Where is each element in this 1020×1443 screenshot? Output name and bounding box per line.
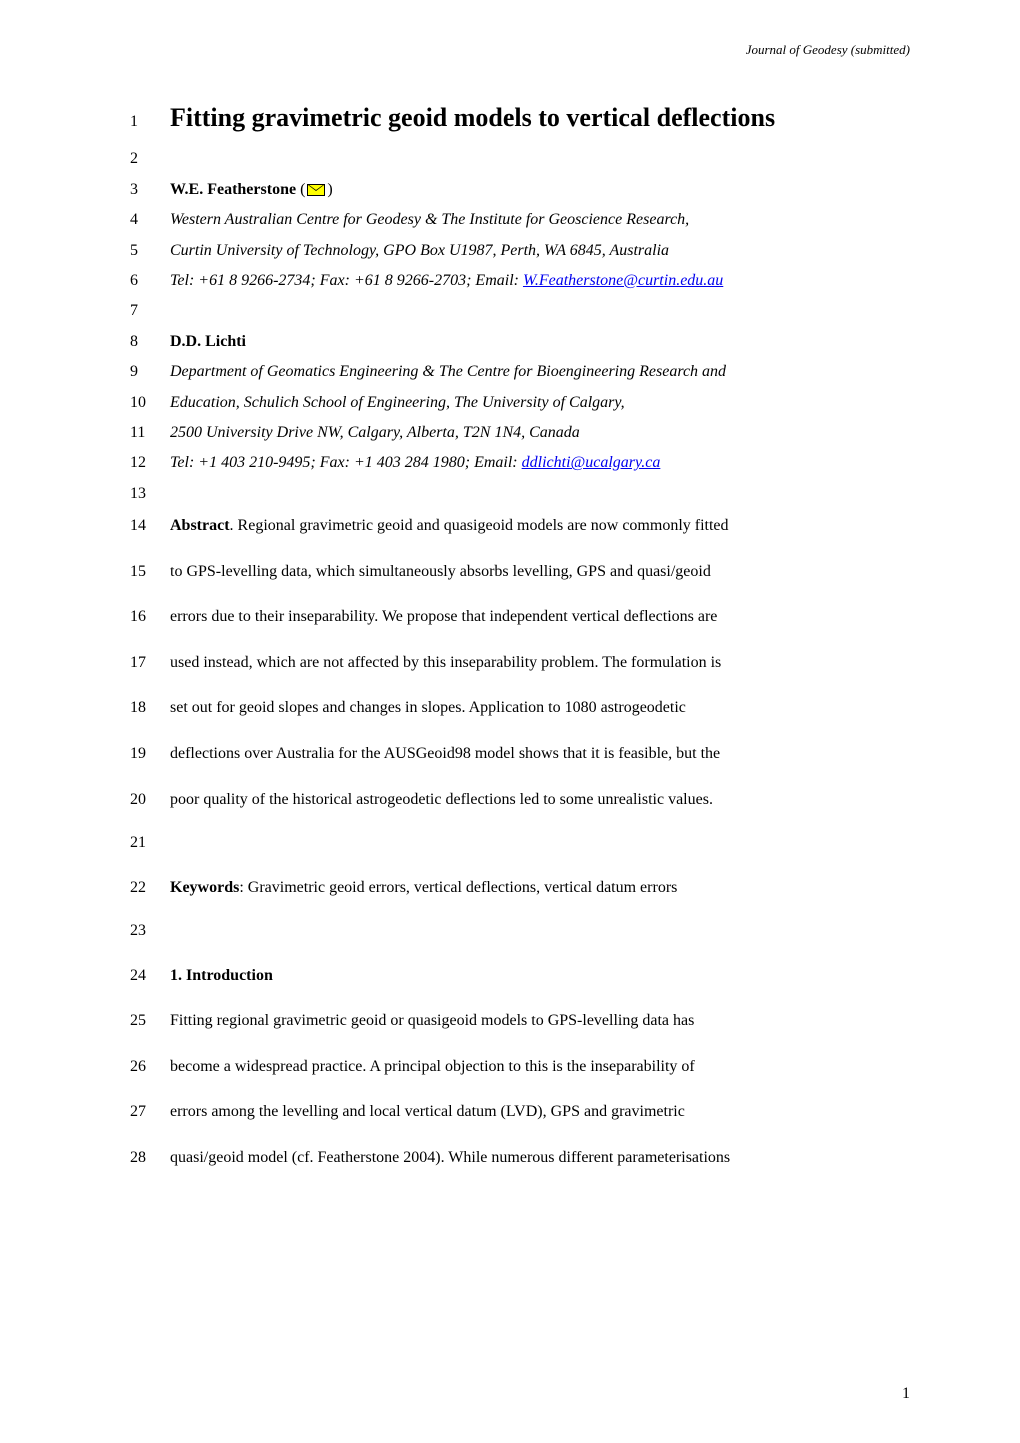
line-number: 18 bbox=[130, 699, 170, 717]
author2-affiliation3: 2500 University Drive NW, Calgary, Alber… bbox=[170, 422, 910, 444]
author1-contact-line: 6 Tel: +61 8 9266-2734; Fax: +61 8 9266-… bbox=[130, 270, 910, 292]
author2-contact: Tel: +1 403 210-9495; Fax: +1 403 284 19… bbox=[170, 452, 910, 474]
blank bbox=[170, 148, 910, 170]
author2-affiliation-line: 11 2500 University Drive NW, Calgary, Al… bbox=[130, 422, 910, 444]
envelope-icon bbox=[307, 184, 325, 196]
line-number: 17 bbox=[130, 654, 170, 672]
abstract-line-4: set out for geoid slopes and changes in … bbox=[170, 695, 910, 721]
line-number: 1 bbox=[130, 113, 170, 131]
journal-header: Journal of Geodesy (submitted) bbox=[746, 42, 910, 58]
line-number: 24 bbox=[130, 967, 170, 985]
intro-line: 28 quasi/geoid model (cf. Featherstone 2… bbox=[130, 1145, 910, 1171]
line-number: 5 bbox=[130, 242, 170, 260]
section1-heading: 1. Introduction bbox=[170, 963, 910, 989]
section-heading-line: 24 1. Introduction bbox=[130, 963, 910, 989]
line-number: 14 bbox=[130, 517, 170, 535]
line-number: 27 bbox=[130, 1103, 170, 1121]
blank-line: 2 bbox=[130, 148, 910, 170]
abstract-line: 15 to GPS-levelling data, which simultan… bbox=[130, 559, 910, 585]
line-number: 25 bbox=[130, 1012, 170, 1030]
author2-affiliation2: Education, Schulich School of Engineerin… bbox=[170, 392, 910, 414]
keywords-label: Keywords bbox=[170, 879, 239, 896]
author2-line: 8 D.D. Lichti bbox=[130, 331, 910, 353]
line-number: 21 bbox=[130, 834, 170, 852]
keywords-line: 22 Keywords: Gravimetric geoid errors, v… bbox=[130, 875, 910, 901]
line-number: 22 bbox=[130, 879, 170, 897]
intro-line-0: Fitting regional gravimetric geoid or qu… bbox=[170, 1008, 910, 1034]
author1-contact-prefix: Tel: +61 8 9266-2734; Fax: +61 8 9266-27… bbox=[170, 272, 523, 289]
author1-name-wrap: W.E. Featherstone () bbox=[170, 179, 910, 201]
blank-line: 23 bbox=[130, 920, 910, 942]
abstract-line: 17 used instead, which are not affected … bbox=[130, 650, 910, 676]
abstract-line-0: . Regional gravimetric geoid and quasige… bbox=[230, 517, 729, 534]
blank-line: 13 bbox=[130, 483, 910, 505]
abstract-line: 20 poor quality of the historical astrog… bbox=[130, 787, 910, 813]
author1-email-link[interactable]: W.Featherstone@curtin.edu.au bbox=[523, 272, 723, 289]
abstract-line-6: poor quality of the historical astrogeod… bbox=[170, 787, 910, 813]
line-number: 11 bbox=[130, 424, 170, 442]
author1-name: W.E. Featherstone bbox=[170, 181, 296, 198]
abstract-line-5: deflections over Australia for the AUSGe… bbox=[170, 741, 910, 767]
abstract-line-2: errors due to their inseparability. We p… bbox=[170, 604, 910, 630]
author2-email-link[interactable]: ddlichti@ucalgary.ca bbox=[522, 454, 661, 471]
keywords-text-wrap: Keywords: Gravimetric geoid errors, vert… bbox=[170, 875, 910, 901]
author2-affiliation1: Department of Geomatics Engineering & Th… bbox=[170, 361, 910, 383]
intro-line: 26 become a widespread practice. A princ… bbox=[130, 1054, 910, 1080]
intro-line: 25 Fitting regional gravimetric geoid or… bbox=[130, 1008, 910, 1034]
line-number: 9 bbox=[130, 363, 170, 381]
author2-affiliation-line: 9 Department of Geomatics Engineering & … bbox=[130, 361, 910, 383]
page-content: 1 Fitting gravimetric geoid models to ve… bbox=[130, 100, 910, 1171]
paren-close: ) bbox=[327, 181, 332, 198]
abstract-line-1: to GPS-levelling data, which simultaneou… bbox=[170, 559, 910, 585]
blank bbox=[170, 920, 910, 942]
author1-affiliation1: Western Australian Centre for Geodesy & … bbox=[170, 209, 910, 231]
abstract-text: Abstract. Regional gravimetric geoid and… bbox=[170, 513, 910, 539]
line-number: 23 bbox=[130, 922, 170, 940]
line-number: 26 bbox=[130, 1058, 170, 1076]
line-number: 4 bbox=[130, 211, 170, 229]
author2-name: D.D. Lichti bbox=[170, 331, 910, 353]
intro-line-1: become a widespread practice. A principa… bbox=[170, 1054, 910, 1080]
abstract-label: Abstract bbox=[170, 517, 230, 534]
author1-affiliation2: Curtin University of Technology, GPO Box… bbox=[170, 240, 910, 262]
line-number: 8 bbox=[130, 333, 170, 351]
intro-line-2: errors among the levelling and local ver… bbox=[170, 1099, 910, 1125]
line-number: 15 bbox=[130, 563, 170, 581]
paren-open: ( bbox=[300, 181, 305, 198]
blank bbox=[170, 300, 910, 322]
blank-line: 7 bbox=[130, 300, 910, 322]
line-number: 16 bbox=[130, 608, 170, 626]
author1-affiliation-line: 5 Curtin University of Technology, GPO B… bbox=[130, 240, 910, 262]
line-number: 20 bbox=[130, 791, 170, 809]
title-line: 1 Fitting gravimetric geoid models to ve… bbox=[130, 100, 910, 136]
abstract-line: 16 errors due to their inseparability. W… bbox=[130, 604, 910, 630]
intro-line-3: quasi/geoid model (cf. Featherstone 2004… bbox=[170, 1145, 910, 1171]
keywords-text: : Gravimetric geoid errors, vertical def… bbox=[239, 879, 677, 896]
line-number: 10 bbox=[130, 394, 170, 412]
author2-affiliation-line: 10 Education, Schulich School of Enginee… bbox=[130, 392, 910, 414]
author1-affiliation-line: 4 Western Australian Centre for Geodesy … bbox=[130, 209, 910, 231]
blank-line: 21 bbox=[130, 832, 910, 854]
author1-line: 3 W.E. Featherstone () bbox=[130, 179, 910, 201]
author1-contact: Tel: +61 8 9266-2734; Fax: +61 8 9266-27… bbox=[170, 270, 910, 292]
line-number: 13 bbox=[130, 485, 170, 503]
abstract-line: 18 set out for geoid slopes and changes … bbox=[130, 695, 910, 721]
intro-line: 27 errors among the levelling and local … bbox=[130, 1099, 910, 1125]
author2-contact-prefix: Tel: +1 403 210-9495; Fax: +1 403 284 19… bbox=[170, 454, 522, 471]
abstract-line: 19 deflections over Australia for the AU… bbox=[130, 741, 910, 767]
author2-contact-line: 12 Tel: +1 403 210-9495; Fax: +1 403 284… bbox=[130, 452, 910, 474]
line-number: 2 bbox=[130, 150, 170, 168]
blank bbox=[170, 832, 910, 854]
line-number: 19 bbox=[130, 745, 170, 763]
blank bbox=[170, 483, 910, 505]
line-number: 3 bbox=[130, 181, 170, 199]
line-number: 28 bbox=[130, 1149, 170, 1167]
line-number: 6 bbox=[130, 272, 170, 290]
abstract-line: 14 Abstract. Regional gravimetric geoid … bbox=[130, 513, 910, 539]
paper-title: Fitting gravimetric geoid models to vert… bbox=[170, 100, 910, 136]
page-number: 1 bbox=[902, 1385, 910, 1403]
line-number: 12 bbox=[130, 454, 170, 472]
line-number: 7 bbox=[130, 302, 170, 320]
abstract-line-3: used instead, which are not affected by … bbox=[170, 650, 910, 676]
